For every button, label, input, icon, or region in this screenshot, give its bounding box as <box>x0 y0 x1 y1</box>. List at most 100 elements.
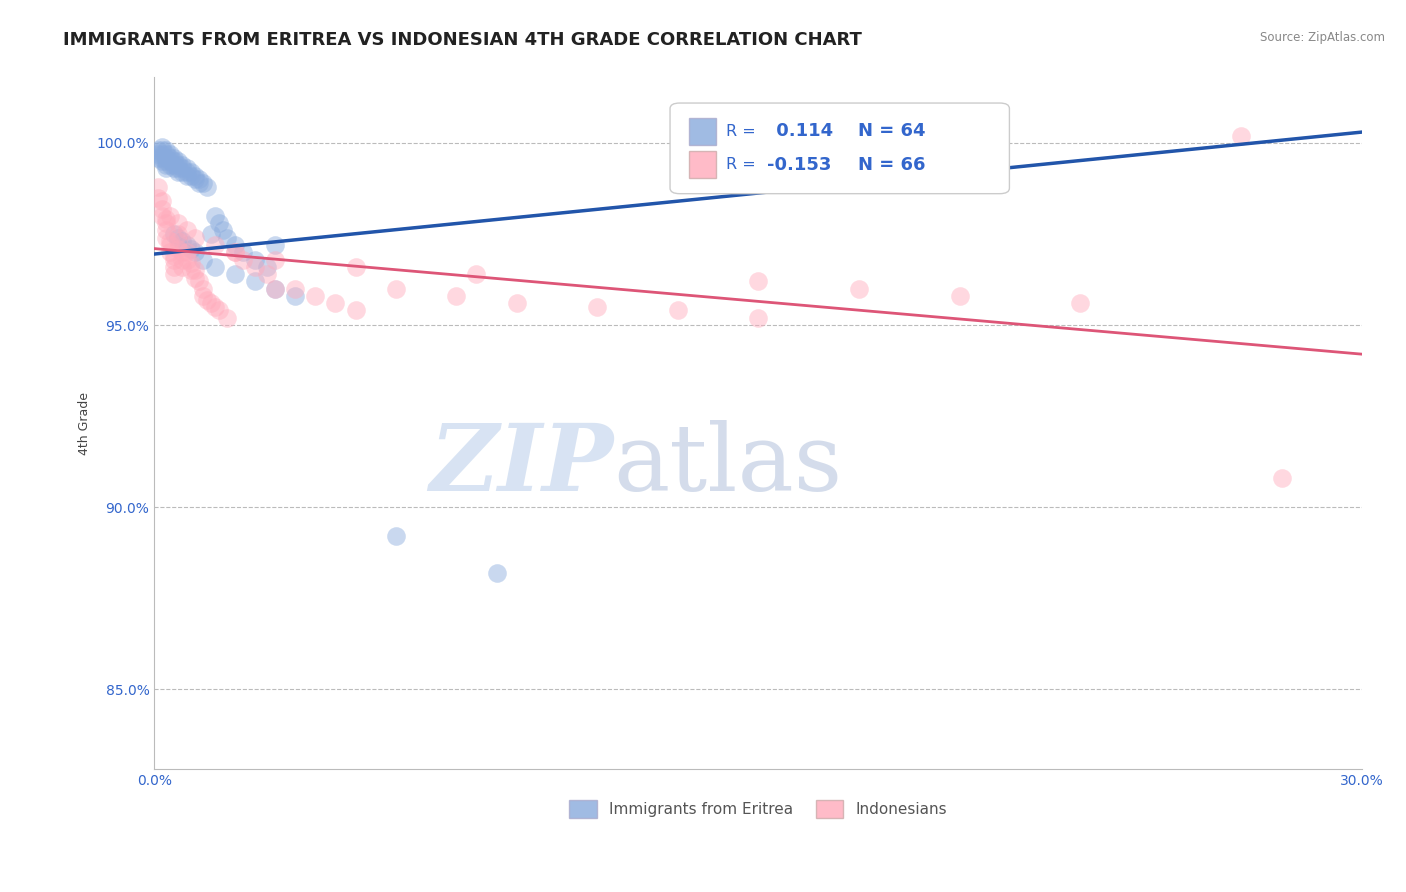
Point <box>187 274 209 288</box>
Point <box>159 151 181 165</box>
Point <box>1069 296 1091 310</box>
Point <box>180 242 202 256</box>
Point <box>211 223 233 237</box>
Point <box>465 267 488 281</box>
Point <box>224 245 246 260</box>
Point <box>159 147 181 161</box>
Point <box>148 143 170 157</box>
Point <box>180 165 202 179</box>
Point <box>150 194 173 209</box>
Point <box>215 230 238 244</box>
Point <box>148 147 170 161</box>
Point <box>232 245 254 260</box>
Point <box>155 151 177 165</box>
Point <box>256 260 278 274</box>
Point <box>224 238 246 252</box>
Point <box>159 209 181 223</box>
Text: N = 64: N = 64 <box>859 122 927 140</box>
Point <box>150 151 173 165</box>
Point <box>183 245 205 260</box>
Point <box>1271 471 1294 485</box>
Point <box>191 282 214 296</box>
Point <box>163 267 186 281</box>
Point <box>176 238 198 252</box>
Point <box>148 191 170 205</box>
Point <box>325 296 347 310</box>
Point <box>150 202 173 216</box>
Point <box>183 263 205 277</box>
Point <box>172 252 194 267</box>
Text: Source: ZipAtlas.com: Source: ZipAtlas.com <box>1260 31 1385 45</box>
Point <box>159 158 181 172</box>
Point <box>183 172 205 186</box>
Text: ZIP: ZIP <box>429 420 613 510</box>
Point <box>155 147 177 161</box>
Point <box>385 282 408 296</box>
Point <box>344 260 367 274</box>
Point <box>176 169 198 183</box>
Point <box>167 158 190 172</box>
Point <box>232 252 254 267</box>
Point <box>167 165 190 179</box>
Point <box>200 296 222 310</box>
Point <box>150 147 173 161</box>
Point <box>167 227 190 241</box>
Point <box>150 139 173 153</box>
Point <box>224 245 246 260</box>
Point <box>180 256 202 270</box>
Point <box>155 154 177 169</box>
Point <box>747 310 769 325</box>
Point <box>243 260 266 274</box>
Legend: Immigrants from Eritrea, Indonesians: Immigrants from Eritrea, Indonesians <box>562 794 953 824</box>
Point <box>183 270 205 285</box>
Point <box>180 169 202 183</box>
Point <box>155 161 177 176</box>
Point <box>172 161 194 176</box>
Point <box>191 289 214 303</box>
Point <box>948 289 970 303</box>
Point <box>187 176 209 190</box>
Text: 0.114: 0.114 <box>770 122 834 140</box>
Point <box>204 209 226 223</box>
Point <box>167 216 190 230</box>
Point <box>163 260 186 274</box>
Text: N = 66: N = 66 <box>859 155 927 174</box>
Point <box>172 235 194 249</box>
Point <box>159 154 181 169</box>
Point <box>848 282 870 296</box>
Point <box>148 151 170 165</box>
Point <box>150 209 173 223</box>
FancyBboxPatch shape <box>689 119 716 145</box>
Point <box>200 227 222 241</box>
Point <box>183 169 205 183</box>
Text: R =: R = <box>725 124 755 139</box>
Point <box>155 158 177 172</box>
Point <box>264 252 287 267</box>
Point <box>191 252 214 267</box>
Point <box>176 245 198 260</box>
Point <box>167 242 190 256</box>
Point <box>163 161 186 176</box>
Point <box>204 260 226 274</box>
Point <box>344 303 367 318</box>
Point <box>150 143 173 157</box>
Point <box>256 267 278 281</box>
Point <box>155 216 177 230</box>
Point <box>243 252 266 267</box>
Point <box>195 293 218 307</box>
Point <box>284 282 307 296</box>
Point <box>243 274 266 288</box>
Point <box>264 282 287 296</box>
Point <box>747 274 769 288</box>
Point <box>163 227 186 241</box>
Point <box>183 230 205 244</box>
Point <box>159 245 181 260</box>
Point <box>159 238 181 252</box>
Point <box>167 235 190 249</box>
Point <box>180 263 202 277</box>
Text: -0.153: -0.153 <box>766 155 831 174</box>
Point <box>155 230 177 244</box>
Point <box>586 300 609 314</box>
Point <box>176 223 198 237</box>
Point <box>284 289 307 303</box>
